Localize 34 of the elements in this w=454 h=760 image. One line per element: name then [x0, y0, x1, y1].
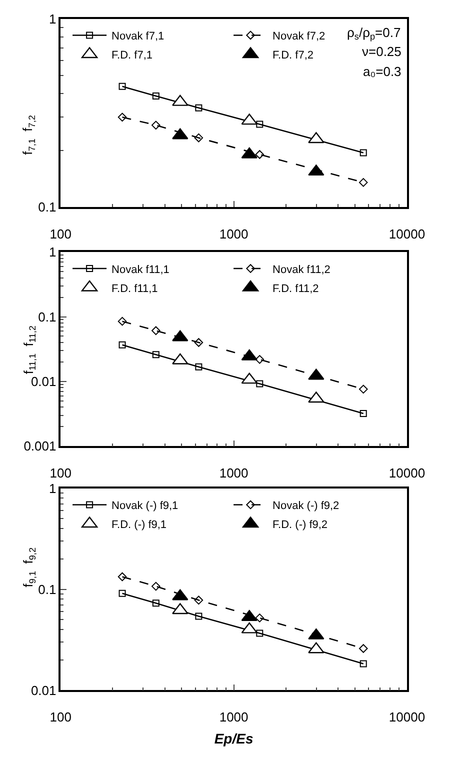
legend-label: F.D. f11,1: [112, 282, 158, 295]
y-tick-label: 0.1: [38, 200, 56, 215]
legend-label: F.D. (-) f9,1: [112, 519, 167, 532]
y-tick-label: 0.01: [30, 682, 56, 698]
legend-label: F.D. f7,2: [272, 50, 314, 62]
x-axis-title: Ep/Es: [214, 730, 254, 746]
y-tick-label: 1: [49, 480, 56, 496]
legend-label: F.D. (-) f9,2: [272, 519, 328, 532]
y-tick-label: 1: [49, 11, 56, 26]
y-tick-label: 0.001: [24, 438, 56, 454]
x-tick-label: 100: [50, 710, 72, 725]
annotation: ν=0.25: [362, 44, 402, 59]
legend-label: Novak f7,2: [272, 30, 326, 43]
y-tick-label: 0.01: [30, 374, 56, 390]
x-tick-label: 1000: [219, 710, 248, 725]
x-tick-label: 100: [50, 226, 72, 242]
x-tick-label: 1000: [219, 226, 248, 242]
legend-label: F.D. f7,1: [112, 50, 153, 62]
legend-label: Novak (-) f9,2: [272, 500, 340, 512]
legend-label: Novak f7,1: [112, 30, 164, 43]
x-tick-label: 10000: [388, 226, 426, 242]
y-tick-label: 0.1: [38, 582, 56, 597]
annotation: a₀=0.3: [363, 64, 402, 79]
legend-label: Novak (-) f9,1: [112, 500, 178, 512]
legend-label: Novak f11,2: [272, 264, 330, 276]
y-tick-label: 0.1: [38, 309, 56, 324]
annotation: ρ$_{s}$/ρ$_{p}$=0.7: [347, 25, 401, 42]
legend-label: Novak f11,1: [112, 264, 170, 276]
legend-label: F.D. f11,2: [272, 282, 319, 295]
x-tick-label: 10000: [388, 466, 426, 481]
x-tick-label: 10000: [388, 710, 426, 725]
x-tick-label: 100: [50, 466, 72, 481]
x-tick-label: 1000: [219, 466, 248, 481]
y-tick-label: 1: [49, 244, 56, 260]
